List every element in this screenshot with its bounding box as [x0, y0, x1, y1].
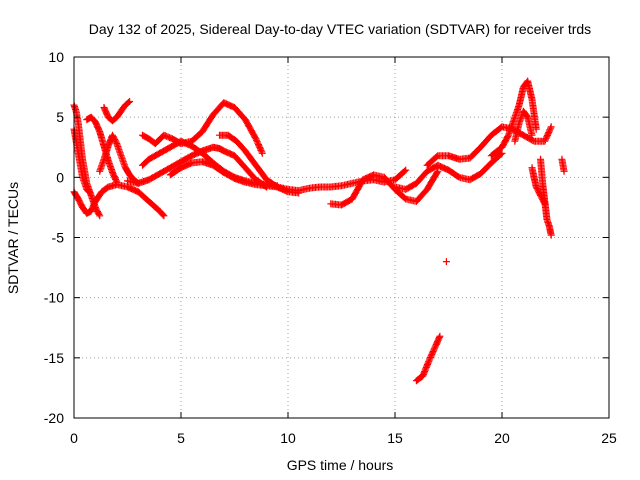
series-marks-track-17: [511, 107, 536, 145]
series-marks-track-19: [528, 164, 549, 208]
series-track-15: [412, 332, 444, 385]
series-marks-outlier: [442, 258, 450, 266]
series-marks-track-15: [412, 332, 444, 385]
series-track-20: [558, 155, 568, 175]
series-track-19: [528, 164, 549, 208]
y-tick-label: 0: [56, 169, 64, 185]
x-tick-label: 15: [387, 430, 403, 446]
tick-labels: 0 5 10 15 20 25 -20 -15 -10 -5 0 5 10: [44, 49, 617, 446]
series-marks-track-6: [100, 98, 134, 125]
x-tick-label: 0: [70, 430, 78, 446]
series-track-6: [100, 98, 134, 125]
y-tick-label: 5: [56, 109, 64, 125]
x-axis-label: GPS time / hours: [287, 457, 394, 473]
series-track-11: [216, 131, 303, 197]
series-marks-track-20: [558, 155, 568, 175]
x-tick-label: 20: [494, 430, 510, 446]
series-marks-track-13: [391, 149, 506, 193]
series-track-16: [487, 77, 540, 160]
x-tick-label: 5: [177, 430, 185, 446]
x-tick-label: 10: [280, 430, 296, 446]
series-track-13: [391, 149, 506, 193]
series-marks-track-9: [139, 99, 266, 157]
y-tick-label: 10: [48, 49, 64, 65]
chart-title: Day 132 of 2025, Sidereal Day-to-day VTE…: [89, 21, 591, 37]
series-marks-track-11: [216, 131, 303, 197]
series-track-9: [139, 99, 266, 157]
y-tick-label: -20: [44, 410, 64, 426]
series-outlier: [442, 258, 450, 266]
series-marks-track-5: [96, 131, 142, 187]
series-track-7: [124, 143, 271, 191]
x-tick-label: 25: [601, 430, 617, 446]
y-tick-label: -10: [44, 290, 64, 306]
grid-lines: [74, 57, 609, 418]
series-marks-track-7: [124, 143, 271, 191]
series-track-5: [96, 131, 142, 187]
y-tick-label: -5: [52, 230, 65, 246]
y-tick-label: -15: [44, 350, 64, 366]
axis-ticks: [73, 56, 610, 419]
series-track-17: [511, 107, 536, 145]
data-points: [70, 77, 568, 385]
series-marks-track-16: [487, 77, 540, 160]
y-axis-label: SDTVAR / TECUs: [5, 182, 21, 294]
